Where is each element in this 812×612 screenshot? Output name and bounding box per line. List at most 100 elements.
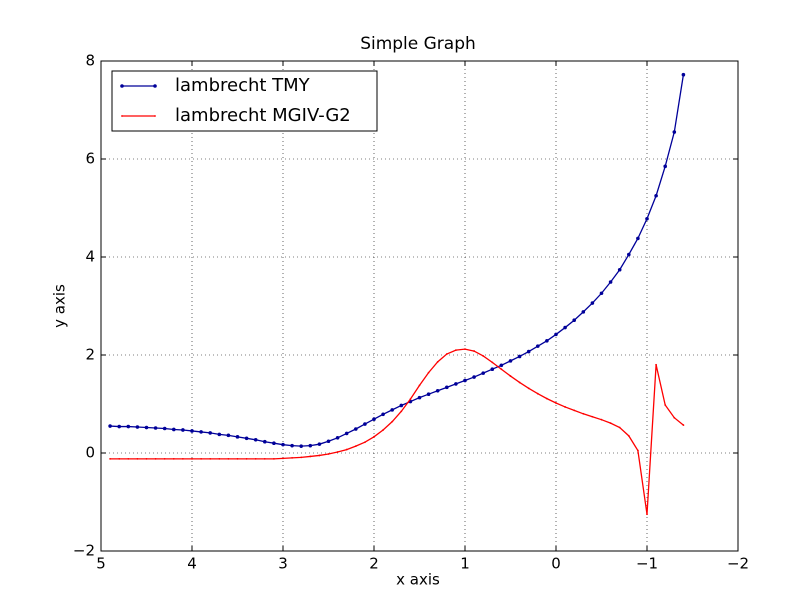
- data-point: [326, 439, 331, 444]
- data-point: [499, 363, 504, 368]
- y-tick-label: 2: [85, 346, 95, 364]
- data-point: [417, 395, 422, 400]
- data-point: [445, 385, 449, 390]
- data-point: [490, 367, 495, 372]
- data-point: [400, 410, 403, 413]
- data-point: [500, 368, 503, 371]
- data-point: [126, 424, 131, 429]
- data-point: [590, 301, 595, 305]
- data-point: [226, 433, 231, 438]
- data-point: [372, 417, 376, 421]
- data-point: [336, 451, 339, 453]
- x-tick-label: −1: [636, 555, 658, 573]
- data-point: [481, 371, 486, 375]
- x-tick-label: −2: [727, 555, 749, 573]
- data-point: [609, 422, 612, 425]
- data-point: [364, 441, 366, 444]
- data-point: [163, 457, 166, 460]
- data-point: [418, 384, 421, 387]
- data-point: [253, 437, 258, 442]
- data-point: [517, 354, 522, 359]
- y-axis-label: y axis: [51, 284, 69, 328]
- data-point: [199, 430, 203, 434]
- data-point: [182, 457, 184, 460]
- data-point: [282, 457, 284, 460]
- data-point: [209, 457, 212, 460]
- data-point: [244, 436, 249, 441]
- data-point: [273, 457, 275, 460]
- data-point: [536, 392, 539, 395]
- data-point: [618, 426, 621, 429]
- data-point: [409, 398, 412, 400]
- data-point: [572, 318, 576, 323]
- data-point: [382, 429, 384, 431]
- data-point: [218, 457, 221, 460]
- data-point: [445, 353, 448, 355]
- data-point: [627, 252, 631, 257]
- data-point: [591, 415, 594, 418]
- x-tick-label: 5: [96, 555, 106, 573]
- data-point: [181, 428, 185, 432]
- data-point: [162, 426, 167, 431]
- data-point: [291, 457, 293, 459]
- x-tick-label: 3: [278, 555, 288, 573]
- data-point: [381, 412, 385, 417]
- legend-label: lambrecht TMY: [175, 75, 311, 96]
- data-point: [236, 457, 239, 460]
- data-point: [254, 457, 257, 460]
- legend-marker: [153, 84, 157, 88]
- data-point: [281, 442, 285, 447]
- data-point: [172, 457, 175, 460]
- data-point: [673, 416, 676, 419]
- data-point: [136, 457, 139, 460]
- data-point: [682, 424, 685, 426]
- plot-frame: [100, 60, 739, 552]
- data-point: [300, 456, 303, 459]
- data-point: [436, 360, 439, 363]
- data-point: [527, 387, 530, 390]
- data-point: [663, 164, 667, 169]
- data-point: [608, 280, 613, 284]
- data-point: [672, 130, 677, 134]
- data-point: [564, 406, 566, 408]
- data-point: [309, 455, 312, 458]
- data-point: [208, 431, 212, 435]
- data-point: [463, 378, 467, 383]
- data-point: [435, 388, 440, 393]
- data-point: [363, 422, 367, 426]
- data-point: [299, 444, 304, 448]
- data-point: [455, 349, 457, 351]
- data-point: [263, 439, 267, 444]
- data-point: [200, 457, 203, 460]
- data-point: [354, 427, 358, 431]
- data-point: [426, 392, 431, 397]
- data-point: [617, 267, 622, 272]
- data-point: [681, 72, 686, 77]
- data-point: [545, 338, 549, 343]
- data-point: [582, 412, 585, 415]
- data-point: [191, 457, 193, 460]
- data-point: [344, 431, 349, 436]
- x-axis-label: x axis: [396, 571, 440, 589]
- x-tick-label: 1: [460, 555, 470, 573]
- data-point: [645, 216, 649, 221]
- y-tick-label: 0: [85, 444, 95, 462]
- data-point: [581, 310, 586, 314]
- data-point: [555, 402, 557, 404]
- data-point: [664, 404, 667, 406]
- data-point: [427, 371, 430, 374]
- data-point: [263, 457, 266, 460]
- data-point: [109, 457, 111, 460]
- data-point: [327, 453, 330, 455]
- y-tick-label: 4: [85, 248, 95, 266]
- data-point: [190, 429, 194, 433]
- data-point: [563, 325, 567, 330]
- data-point: [354, 445, 357, 448]
- data-point: [391, 420, 394, 423]
- data-point: [627, 434, 630, 437]
- data-line: [110, 74, 685, 447]
- data-point: [637, 449, 639, 452]
- data-point: [464, 348, 466, 351]
